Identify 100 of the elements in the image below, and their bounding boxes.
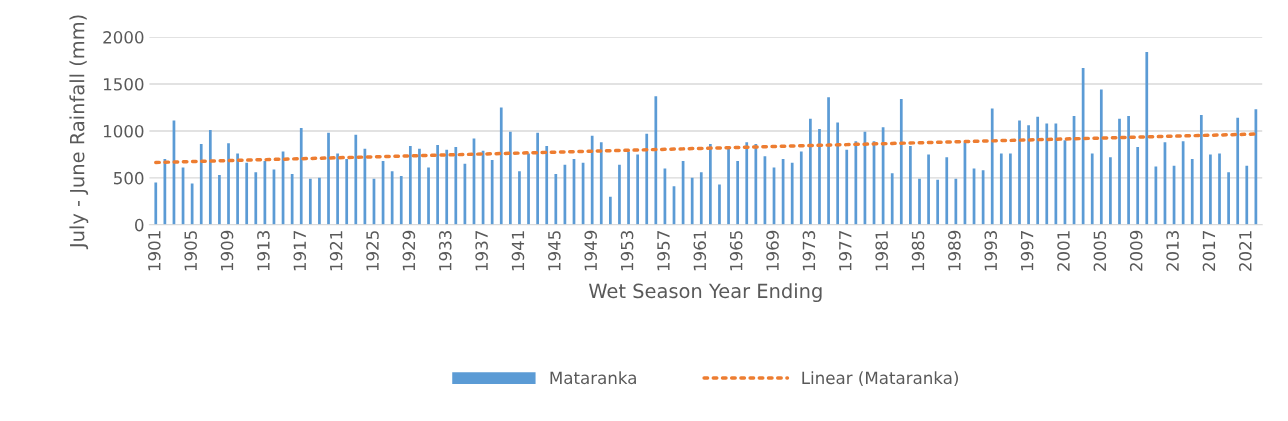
x-tick-label: 2005 [1093,231,1107,271]
bar [1209,154,1212,225]
bar [590,135,594,225]
bar [1109,157,1112,225]
x-tick-label: 1921 [329,231,343,271]
bar [536,132,539,225]
x-axis-title: Wet Season Year Ending [588,283,822,303]
bar [427,167,430,225]
y-tick-label: 1000 [103,124,144,138]
bar [1127,115,1130,225]
x-tick-label: 1989 [948,230,961,271]
bar [636,154,639,225]
bar [999,153,1003,225]
bar [527,153,530,225]
bar [154,182,158,225]
bar [809,118,812,225]
x-tick-label: 2021 [1239,231,1252,271]
bar [1190,159,1194,225]
bar [699,172,703,225]
bar [245,162,249,225]
bar [927,154,930,225]
legend-label: Linear (Mataranka) [802,371,958,387]
bar [836,122,840,225]
bar [518,171,521,225]
x-tick-label: 1905 [184,231,197,271]
x-tick-label: 1937 [475,231,488,271]
bar [236,153,239,225]
x-tick-label: 2001 [1057,231,1070,271]
bar [1218,153,1221,225]
bar [1009,153,1012,225]
bar [1036,116,1040,225]
bar [918,178,921,225]
x-tick-label: 1961 [693,231,707,271]
x-tick-label: 1929 [402,230,416,271]
bar [1199,114,1203,225]
bar [854,141,858,225]
bar [508,131,512,225]
bar [218,175,221,225]
bar [718,184,721,225]
bar [208,129,212,225]
bar [1054,123,1058,225]
bar [645,133,649,225]
x-tick-label: 1933 [438,231,452,271]
bar [827,97,830,225]
bar [845,149,849,225]
bar [1136,146,1140,225]
bar [1236,117,1240,225]
bar [399,175,403,225]
bar [354,134,358,225]
bar [945,157,949,225]
bar [599,142,603,225]
x-tick-label: 1957 [657,231,670,271]
bar [227,143,230,225]
line-series [154,132,1258,165]
bar [408,145,412,225]
bar [436,145,439,225]
bar [1227,172,1230,225]
bar [390,171,394,225]
bar [327,132,330,225]
bar [1145,52,1149,225]
x-tick-label: 2013 [1166,231,1179,271]
x-tick-label: 1973 [802,231,816,271]
x-tick-label: 1925 [366,231,379,271]
y-tick-label: 500 [114,171,144,185]
bar [1118,118,1121,225]
x-tick-label: 1917 [293,231,307,271]
x-tick-label: 1969 [766,230,779,271]
bar [1027,125,1030,225]
bar [627,151,630,225]
bar [909,145,912,225]
bar [1099,89,1103,225]
bar [1245,165,1249,225]
bar [754,144,758,225]
y-tick-label: 2000 [103,31,144,44]
x-tick-label: 1909 [220,230,234,271]
bar [545,145,549,225]
x-tick-label: 1981 [875,231,888,271]
bar [790,162,794,225]
bar [336,153,339,225]
bar [299,128,303,225]
bar [727,146,730,225]
bar [1018,120,1021,225]
bar [318,177,321,225]
x-tick-label: 1965 [729,231,743,271]
bar [254,172,258,225]
y-tick-label: 0 [135,218,144,232]
bar [954,178,958,225]
bar [818,129,821,225]
y-axis-title: July - June Rainfall (mm) [69,15,89,250]
x-tick-label: 1953 [620,231,634,271]
bar [936,179,940,225]
x-tick-label: 1913 [257,231,270,271]
x-tick-label: 1997 [1020,231,1034,271]
x-tick-label: 2017 [1202,231,1216,271]
bar [199,144,203,225]
bar [618,164,621,225]
bar [890,173,894,225]
bar [554,174,558,225]
x-tick-label: 1949 [584,230,598,271]
x-tick-label: 1941 [511,231,525,271]
